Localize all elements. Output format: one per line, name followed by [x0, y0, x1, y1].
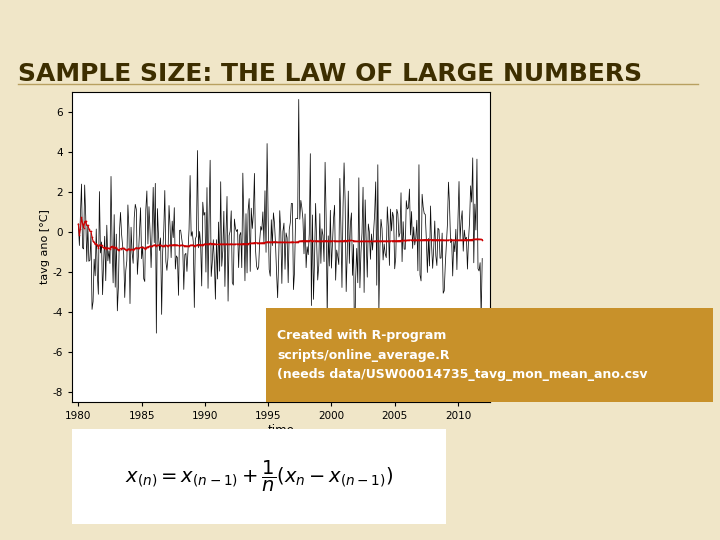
- X-axis label: time: time: [267, 424, 294, 437]
- Text: $x_{(n)} = x_{(n-1)} + \dfrac{1}{n}\left(x_n - x_{(n-1)}\right)$: $x_{(n)} = x_{(n-1)} + \dfrac{1}{n}\left…: [125, 459, 393, 494]
- Y-axis label: tavg ano [°C]: tavg ano [°C]: [40, 210, 50, 285]
- Text: Created with R-program
scripts/online_average.R
(needs data/USW00014735_tavg_mon: Created with R-program scripts/online_av…: [277, 329, 648, 381]
- Text: SAMPLE SIZE: THE LAW OF LARGE NUMBERS: SAMPLE SIZE: THE LAW OF LARGE NUMBERS: [18, 62, 642, 86]
